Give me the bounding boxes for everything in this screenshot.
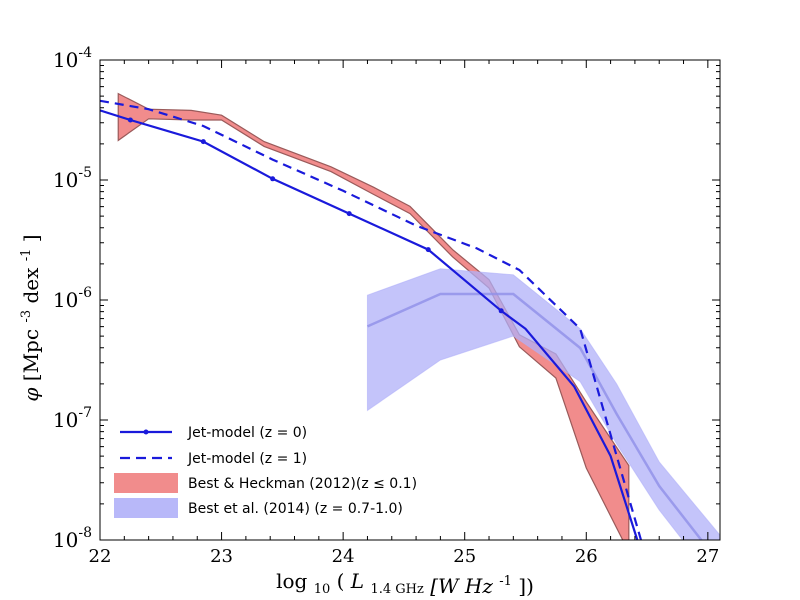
- y-tick-label: 10-7: [53, 405, 92, 432]
- legend-swatch-best-heckman: [114, 473, 178, 493]
- y-tick-label: 10-5: [53, 165, 92, 192]
- legend-entry-jet-z0: Jet-model (z = 0): [120, 425, 307, 441]
- legend-entry-jet-z1: Jet-model (z = 1): [120, 451, 307, 467]
- x-tick-label: 24: [332, 546, 355, 567]
- x-axis-label: log 10 ( L 1.4 GHz [W Hz -1 ]): [276, 566, 534, 598]
- y-label-exp2: -1: [19, 249, 34, 262]
- ticks-layer: 22 23 24 25 26 27 10-8 10-7 10-6 10-5 10-4: [53, 45, 720, 567]
- y-label-mid: dex: [19, 267, 43, 304]
- y-tick-label: 10-6: [53, 285, 92, 312]
- legend: Jet-model (z = 0) Jet-model (z = 1) Best…: [114, 425, 417, 518]
- series-0-point-3: [346, 211, 352, 217]
- series-0-point-5: [498, 308, 504, 314]
- series-3-band: [366, 268, 720, 540]
- x-label-close: ]): [518, 574, 534, 598]
- legend-label-jet-z0: Jet-model (z = 0): [187, 425, 307, 441]
- bands-layer: [117, 92, 720, 540]
- series-0-point-1: [200, 139, 206, 145]
- y-tick-label: 10-4: [53, 45, 92, 72]
- legend-marker-jet-z0: [143, 429, 149, 435]
- x-tick-label: 22: [89, 546, 112, 567]
- legend-swatch-best-2014: [114, 498, 178, 518]
- series-0-point-2: [270, 176, 276, 182]
- x-label-units: [W Hz: [430, 574, 493, 598]
- lines-layer: [100, 99, 643, 540]
- series-0-point-0: [127, 117, 133, 123]
- y-axis-label: φ [Mpc -3 dex -1 ]: [11, 234, 43, 401]
- x-label-prefix-sub: 10: [314, 582, 331, 597]
- legend-entry-best-heckman: Best & Heckman (2012)(z ≤ 0.1): [114, 473, 417, 493]
- x-tick-label: 27: [696, 546, 719, 567]
- y-label-exp1: -3: [19, 310, 34, 323]
- x-tick-label: 23: [210, 546, 233, 567]
- legend-label-best-2014: Best et al. (2014) (z = 0.7-1.0): [188, 501, 403, 517]
- y-label-close: ]: [19, 234, 43, 242]
- legend-label-best-heckman: Best & Heckman (2012)(z ≤ 0.1): [188, 476, 417, 492]
- series-2-band: [117, 92, 630, 540]
- x-label-prefix: log: [276, 569, 307, 593]
- series-3-center-line: [366, 292, 703, 540]
- legend-entry-best-2014: Best et al. (2014) (z = 0.7-1.0): [114, 498, 403, 518]
- series-0-point-4: [425, 247, 431, 253]
- y-label-units: [Mpc: [19, 329, 43, 381]
- x-tick-label: 26: [575, 546, 598, 567]
- x-label-var: L: [350, 569, 364, 593]
- x-tick-label: 25: [453, 546, 476, 567]
- x-label-var-sub: 1.4 GHz: [370, 582, 424, 597]
- x-label-units-exp: -1: [499, 574, 512, 589]
- legend-label-jet-z1: Jet-model (z = 1): [187, 451, 307, 467]
- y-label-var: φ: [19, 388, 43, 402]
- y-tick-label: 10-8: [53, 525, 92, 552]
